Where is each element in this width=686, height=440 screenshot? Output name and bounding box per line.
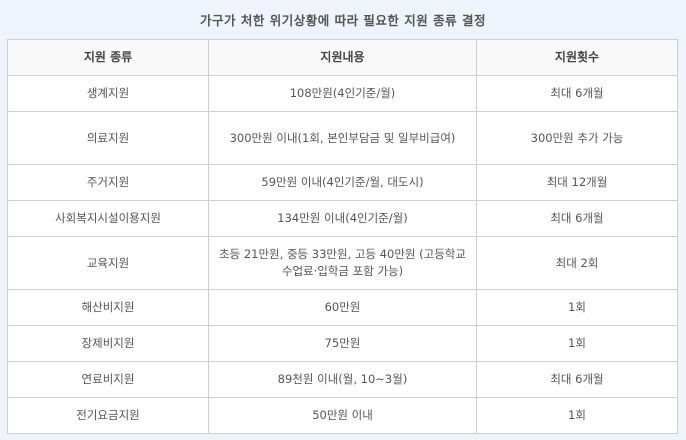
support-content-cell: 60만원 <box>208 289 477 326</box>
support-type-cell: 해산비지원 <box>7 289 209 326</box>
support-count-cell: 최대 12개월 <box>476 164 678 201</box>
support-type-cell: 의료지원 <box>7 111 209 165</box>
support-content-cell: 75만원 <box>208 325 477 362</box>
support-type-cell: 연료비지원 <box>7 361 209 398</box>
support-count-cell: 최대 6개월 <box>476 75 678 112</box>
table-row: 연료비지원 89천원 이내(월, 10~3월) 최대 6개월 <box>7 361 678 398</box>
support-content-cell: 89천원 이내(월, 10~3월) <box>208 361 477 398</box>
table-row: 해산비지원 60만원 1회 <box>7 289 678 326</box>
support-type-cell: 전기요금지원 <box>7 397 209 434</box>
support-count-cell: 최대 6개월 <box>476 361 678 398</box>
support-type-cell: 장제비지원 <box>7 325 209 362</box>
table-row: 전기요금지원 50만원 이내 1회 <box>7 397 678 434</box>
support-type-cell: 교육지원 <box>7 236 209 290</box>
table-row: 의료지원 300만원 이내(1회, 본인부담금 및 일부비급여) 300만원 추가 … <box>7 111 678 165</box>
page-title: 가구가 처한 위기상황에 따라 필요한 지원 종류 결정 <box>200 13 486 28</box>
support-count-cell: 1회 <box>476 397 678 434</box>
support-table: 지원 종류 지원내용 지원횟수 생계지원 108만원(4인기준/월) 최대 6개월 의… <box>7 39 678 434</box>
support-content-cell: 108만원(4인기준/월) <box>208 75 477 112</box>
table-row: 사회복지시설이용지원 134만원 이내(4인기준/월) 최대 6개월 <box>7 200 678 237</box>
table-row: 주거지원 59만원 이내(4인기준/월, 대도시) 최대 12개월 <box>7 164 678 201</box>
support-content-cell: 59만원 이내(4인기준/월, 대도시) <box>208 164 477 201</box>
support-count-cell: 300만원 추가 가능 <box>476 111 678 165</box>
support-content-cell: 초등 21만원, 중등 33만원, 고등 40만원 (고등학교 수업료·입학금 … <box>208 236 477 290</box>
header-support-content: 지원내용 <box>208 39 477 76</box>
support-count-cell: 1회 <box>476 289 678 326</box>
support-count-cell: 최대 6개월 <box>476 200 678 237</box>
table-row: 장제비지원 75만원 1회 <box>7 325 678 362</box>
support-type-cell: 사회복지시설이용지원 <box>7 200 209 237</box>
table-row: 생계지원 108만원(4인기준/월) 최대 6개월 <box>7 75 678 112</box>
table-row: 교육지원 초등 21만원, 중등 33만원, 고등 40만원 (고등학교 수업료·… <box>7 236 678 290</box>
table-header-row: 지원 종류 지원내용 지원횟수 <box>7 39 678 76</box>
support-content-cell: 50만원 이내 <box>208 397 477 434</box>
support-content-cell: 134만원 이내(4인기준/월) <box>208 200 477 237</box>
support-count-cell: 최대 2회 <box>476 236 678 290</box>
support-content-cell: 300만원 이내(1회, 본인부담금 및 일부비급여) <box>208 111 477 165</box>
header-support-type: 지원 종류 <box>7 39 209 76</box>
support-type-cell: 주거지원 <box>7 164 209 201</box>
support-count-cell: 1회 <box>476 325 678 362</box>
header-support-count: 지원횟수 <box>476 39 678 76</box>
support-type-cell: 생계지원 <box>7 75 209 112</box>
